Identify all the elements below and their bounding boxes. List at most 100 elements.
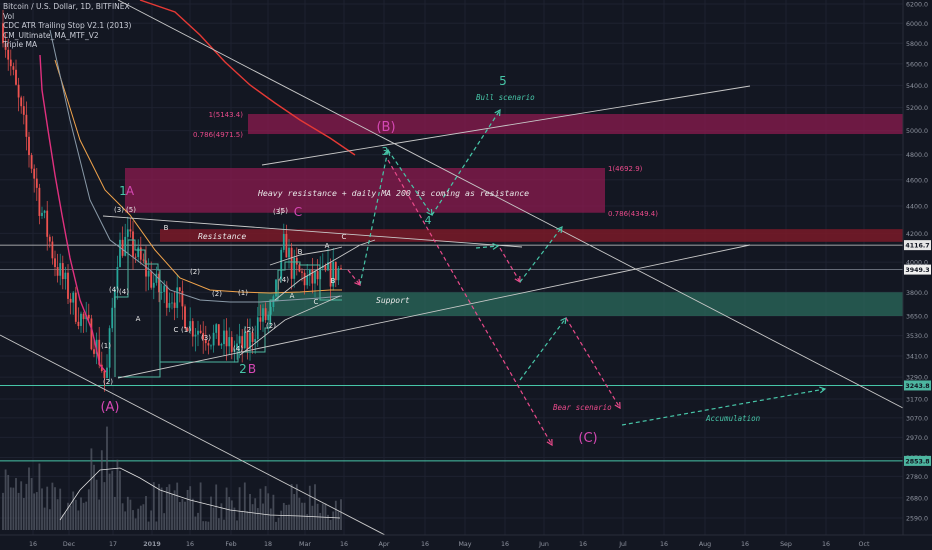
volume-bar bbox=[28, 467, 30, 530]
candle-body bbox=[199, 330, 202, 333]
fib-label: 1(5143.4) bbox=[209, 111, 244, 119]
volume-bar bbox=[82, 502, 85, 530]
atr-stop-green-line bbox=[114, 239, 161, 378]
candle-body bbox=[20, 97, 23, 107]
candle-body bbox=[145, 260, 147, 277]
volume-bar bbox=[329, 519, 332, 530]
bull-wave-3-arrow bbox=[359, 149, 389, 286]
legend-indicator-triple-ma: Triple MA bbox=[3, 40, 38, 50]
candle-body bbox=[194, 334, 197, 337]
volume-bar bbox=[176, 482, 179, 530]
price-axis-label: 2970.0 bbox=[906, 435, 928, 442]
candle-body bbox=[301, 271, 303, 273]
candle-body bbox=[210, 345, 212, 347]
bear-main-arrow-head bbox=[546, 438, 553, 447]
volume-bar bbox=[155, 521, 158, 530]
time-axis-label: Oct bbox=[859, 541, 870, 548]
candle-body bbox=[54, 258, 56, 268]
candle-body bbox=[204, 339, 207, 344]
volume-bar bbox=[173, 490, 176, 530]
candles bbox=[2, 9, 342, 392]
volume-bar bbox=[308, 485, 311, 530]
candle-body bbox=[61, 263, 64, 280]
candle-body bbox=[173, 302, 176, 308]
candle-body bbox=[280, 249, 283, 280]
wave-sublabel: C bbox=[342, 233, 347, 241]
bear-scenario-text: Bear scenario bbox=[553, 403, 612, 412]
price-axis-label: 5600.0 bbox=[906, 61, 928, 68]
candle-body bbox=[267, 314, 270, 321]
volume-bar bbox=[295, 484, 298, 530]
wave-label-16: A bbox=[136, 315, 141, 323]
candle-body bbox=[103, 371, 106, 379]
volume-bar bbox=[35, 492, 38, 530]
volume-bar bbox=[194, 516, 197, 530]
ma-grey-line bbox=[49, 29, 343, 303]
price-axis-label: 2680.0 bbox=[906, 495, 928, 502]
price-axis-label: 3170.0 bbox=[906, 397, 928, 404]
candle-body bbox=[259, 317, 262, 322]
volume-bar bbox=[280, 510, 283, 530]
volume-bar bbox=[72, 491, 75, 530]
candle-body bbox=[25, 114, 28, 137]
price-axis-label: 6000.0 bbox=[906, 21, 928, 28]
wave-sublabel: (2) bbox=[212, 290, 222, 298]
candle-body bbox=[275, 279, 277, 297]
teal-upper-arrow-head bbox=[556, 226, 563, 234]
candle-body bbox=[189, 321, 192, 332]
candle-body bbox=[238, 336, 241, 344]
fib-label: 0.786(4971.5) bbox=[193, 131, 243, 139]
candle-body bbox=[59, 263, 62, 276]
candle-body bbox=[160, 291, 163, 293]
volume-bar bbox=[340, 499, 342, 530]
volume-bar bbox=[132, 510, 134, 530]
volume-bar bbox=[186, 489, 189, 530]
candle-body bbox=[236, 343, 238, 349]
wave-sublabel: (2) bbox=[266, 322, 276, 330]
ascending-trendline-2 bbox=[261, 85, 751, 166]
candle-body bbox=[69, 298, 72, 303]
wave-label-7: 3 bbox=[382, 145, 389, 158]
accumulation-text: Accumulation bbox=[705, 414, 761, 423]
candle-body bbox=[282, 233, 285, 250]
candle-body bbox=[264, 308, 267, 321]
candle-body bbox=[116, 266, 119, 290]
wave-sublabel: A bbox=[325, 242, 330, 250]
ma-orange-line bbox=[54, 59, 342, 294]
candle-body bbox=[150, 270, 153, 288]
volume-bar bbox=[202, 521, 205, 530]
time-axis-label: 16 bbox=[501, 541, 509, 548]
volume-bar bbox=[165, 486, 168, 530]
volume-bar bbox=[267, 493, 270, 530]
volume-bar bbox=[64, 512, 67, 530]
price-axis-label: 2780.0 bbox=[906, 474, 928, 481]
descending-trendline-2 bbox=[0, 334, 386, 536]
candle-body bbox=[67, 272, 69, 299]
volume-bar bbox=[111, 470, 114, 530]
atr-stop-pink-line bbox=[39, 54, 107, 373]
candle-body bbox=[243, 331, 246, 349]
volume-bar bbox=[212, 507, 215, 530]
wedge-upper-line bbox=[269, 246, 343, 266]
candle-body bbox=[223, 330, 225, 345]
wave-label-5: 2 bbox=[239, 362, 247, 376]
legend-indicator-cm-ma: CM_Ultimate_MA_MTF_V2 bbox=[3, 30, 99, 40]
wedge-inner-line bbox=[274, 239, 376, 301]
candle-body bbox=[41, 212, 43, 216]
volume-bar bbox=[152, 482, 155, 530]
volume-bar bbox=[306, 514, 309, 530]
price-axis-label: 4400.0 bbox=[906, 203, 928, 210]
volume-bar bbox=[254, 498, 257, 530]
candle-body bbox=[64, 272, 67, 280]
volume-bar bbox=[2, 492, 4, 530]
wedge-lower-line bbox=[239, 295, 341, 356]
volume-bar bbox=[327, 514, 329, 530]
candle-body bbox=[7, 49, 10, 60]
time-axis-label: 16 bbox=[421, 541, 429, 548]
volume-bar bbox=[100, 450, 103, 530]
volume-bar bbox=[332, 511, 335, 530]
time-axis-bg bbox=[0, 535, 932, 550]
